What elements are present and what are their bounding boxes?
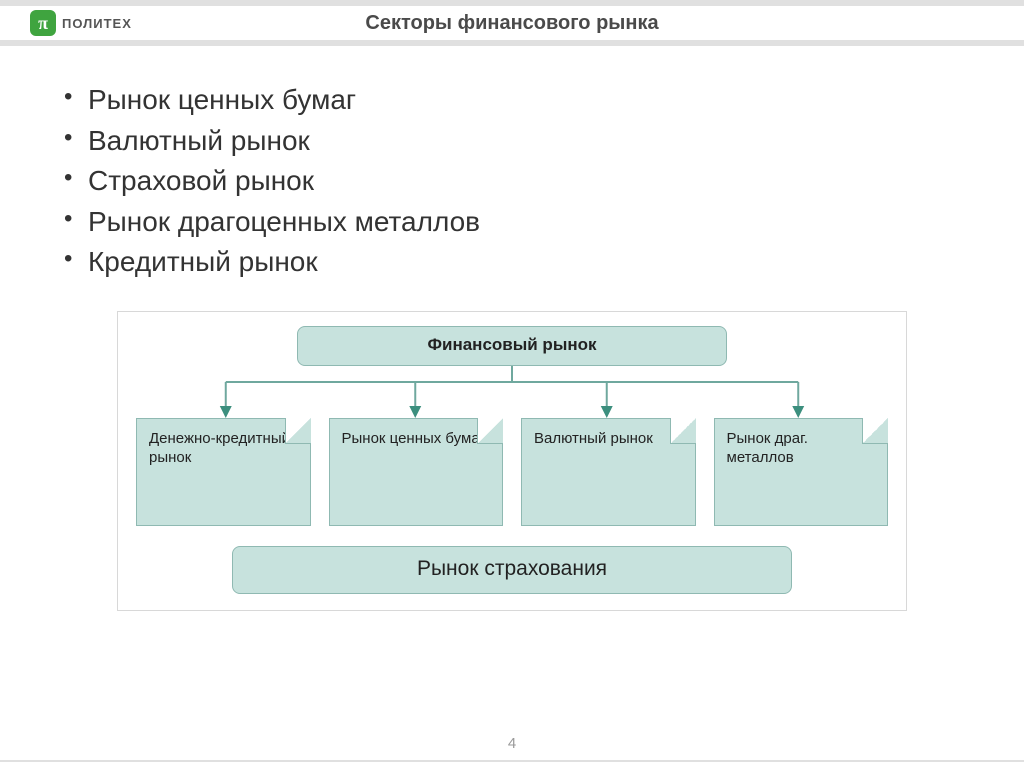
diagram-child-label: Рынок драг. металлов — [727, 430, 808, 467]
list-item: Рынок драгоценных металлов — [60, 202, 964, 243]
diagram-child-node: Денежно-кредитный рынок — [136, 418, 311, 526]
list-item: Рынок ценных бумаг — [60, 80, 964, 121]
diagram-frame: Финансовый рынок — [117, 311, 907, 611]
diagram-root-label: Финансовый рынок — [428, 335, 597, 354]
diagram-child-label: Денежно-кредитный рынок — [149, 430, 290, 467]
footer-divider — [0, 760, 1024, 762]
slide-title: Секторы финансового рынка — [0, 12, 1024, 35]
diagram-bottom-node: Рынок страхования — [232, 546, 792, 594]
diagram-child-label: Валютный рынок — [534, 430, 653, 447]
diagram-child-node: Рынок драг. металлов — [714, 418, 889, 526]
diagram-child-label: Рынок ценных бумаг — [342, 430, 486, 447]
fold-corner-icon — [285, 418, 311, 444]
connector-svg — [136, 366, 888, 418]
list-item: Страховой рынок — [60, 161, 964, 202]
list-item: Валютный рынок — [60, 121, 964, 162]
fold-corner-icon — [477, 418, 503, 444]
diagram-root-node: Финансовый рынок — [297, 326, 727, 366]
diagram-child-node: Рынок ценных бумаг — [329, 418, 504, 526]
diagram-child-node: Валютный рынок — [521, 418, 696, 526]
diagram-children-row: Денежно-кредитный рынок Рынок ценных бум… — [136, 418, 888, 526]
header-bar: π ПОЛИТЕХ Секторы финансового рынка — [0, 0, 1024, 40]
fold-corner-icon — [862, 418, 888, 444]
diagram-connectors — [136, 366, 888, 418]
fold-corner-icon — [670, 418, 696, 444]
page-number: 4 — [0, 735, 1024, 752]
bullet-list: Рынок ценных бумаг Валютный рынок Страхо… — [60, 80, 964, 283]
content-area: Рынок ценных бумаг Валютный рынок Страхо… — [0, 46, 1024, 611]
list-item: Кредитный рынок — [60, 242, 964, 283]
diagram-bottom-label: Рынок страхования — [417, 557, 607, 580]
